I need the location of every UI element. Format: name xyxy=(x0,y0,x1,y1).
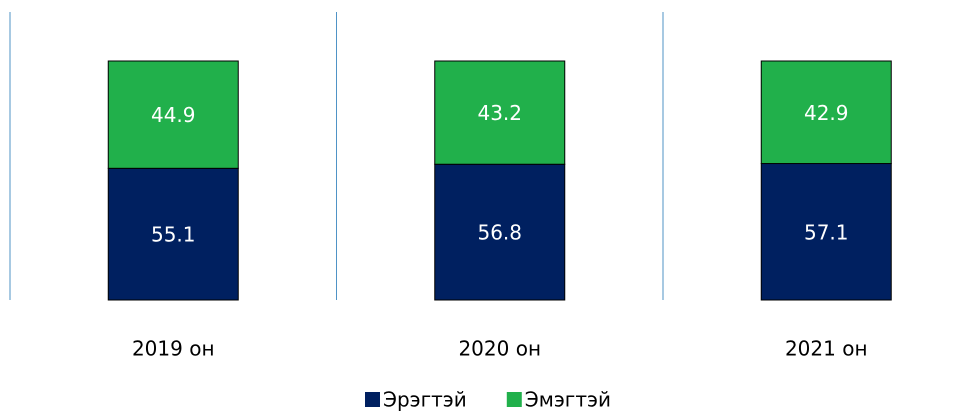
x-tick-label: 2020 он xyxy=(458,337,541,361)
bar-segment xyxy=(434,163,566,301)
legend-label: Эрэгтэй xyxy=(383,388,467,412)
data-label: 57.1 xyxy=(804,220,849,244)
bar-segment xyxy=(760,60,892,165)
data-label: 43.2 xyxy=(477,101,522,125)
bar-segment xyxy=(107,60,239,169)
bar-segment xyxy=(760,163,892,301)
data-label: 56.8 xyxy=(477,221,522,245)
legend-swatch xyxy=(365,392,380,407)
data-label: 42.9 xyxy=(804,101,849,125)
bar-segment xyxy=(434,60,566,165)
x-tick-label: 2019 он xyxy=(132,337,215,361)
bar-segment xyxy=(107,167,239,301)
data-label: 55.1 xyxy=(151,223,196,247)
legend-label: Эмэгтэй xyxy=(525,388,611,412)
legend-swatch xyxy=(506,392,522,407)
x-tick-label: 2021 он xyxy=(785,337,868,361)
data-label: 44.9 xyxy=(151,103,196,127)
